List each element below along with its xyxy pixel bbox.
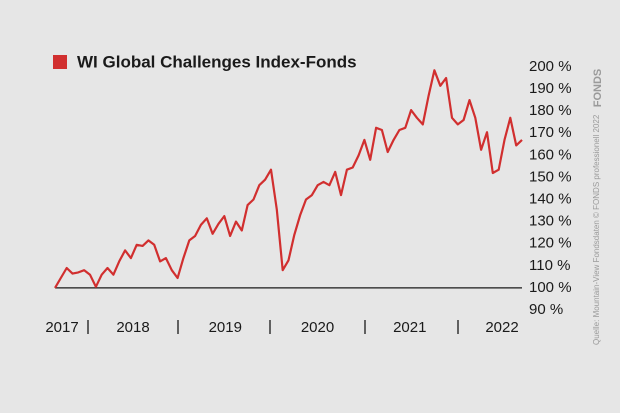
x-tick-label: 2021 (393, 319, 426, 336)
series-line (54, 69, 523, 289)
source: Quelle: Mountain-View Fondsdaten © FONDS… (592, 114, 601, 345)
y-tick-label: 160 % (529, 146, 572, 163)
y-tick-label: 200 % (529, 58, 572, 75)
legend-swatch (53, 55, 67, 69)
x-tick-label: 2022 (485, 319, 518, 336)
x-tick-label: 2018 (116, 319, 149, 336)
y-tick-label: 130 % (529, 213, 572, 230)
y-tick-label: 110 % (529, 257, 570, 274)
y-tick-label: 120 % (529, 235, 572, 252)
legend-label: WI Global Challenges Index-Fonds (77, 52, 357, 71)
y-tick-label: 190 % (529, 80, 572, 97)
y-tick-label: 150 % (529, 168, 572, 185)
y-tick-label: 170 % (529, 124, 572, 141)
x-tick-label: 2017 (45, 319, 78, 336)
logo: FONDS (592, 69, 604, 108)
x-tick-label: 2020 (301, 319, 334, 336)
x-separators (87, 320, 459, 334)
y-tick-label: 100 % (529, 279, 572, 296)
y-tick-label: 180 % (529, 102, 572, 119)
y-tick-label: 90 % (529, 301, 563, 318)
x-tick-label: 2019 (209, 319, 242, 336)
y-tick-label: 140 % (529, 191, 572, 208)
